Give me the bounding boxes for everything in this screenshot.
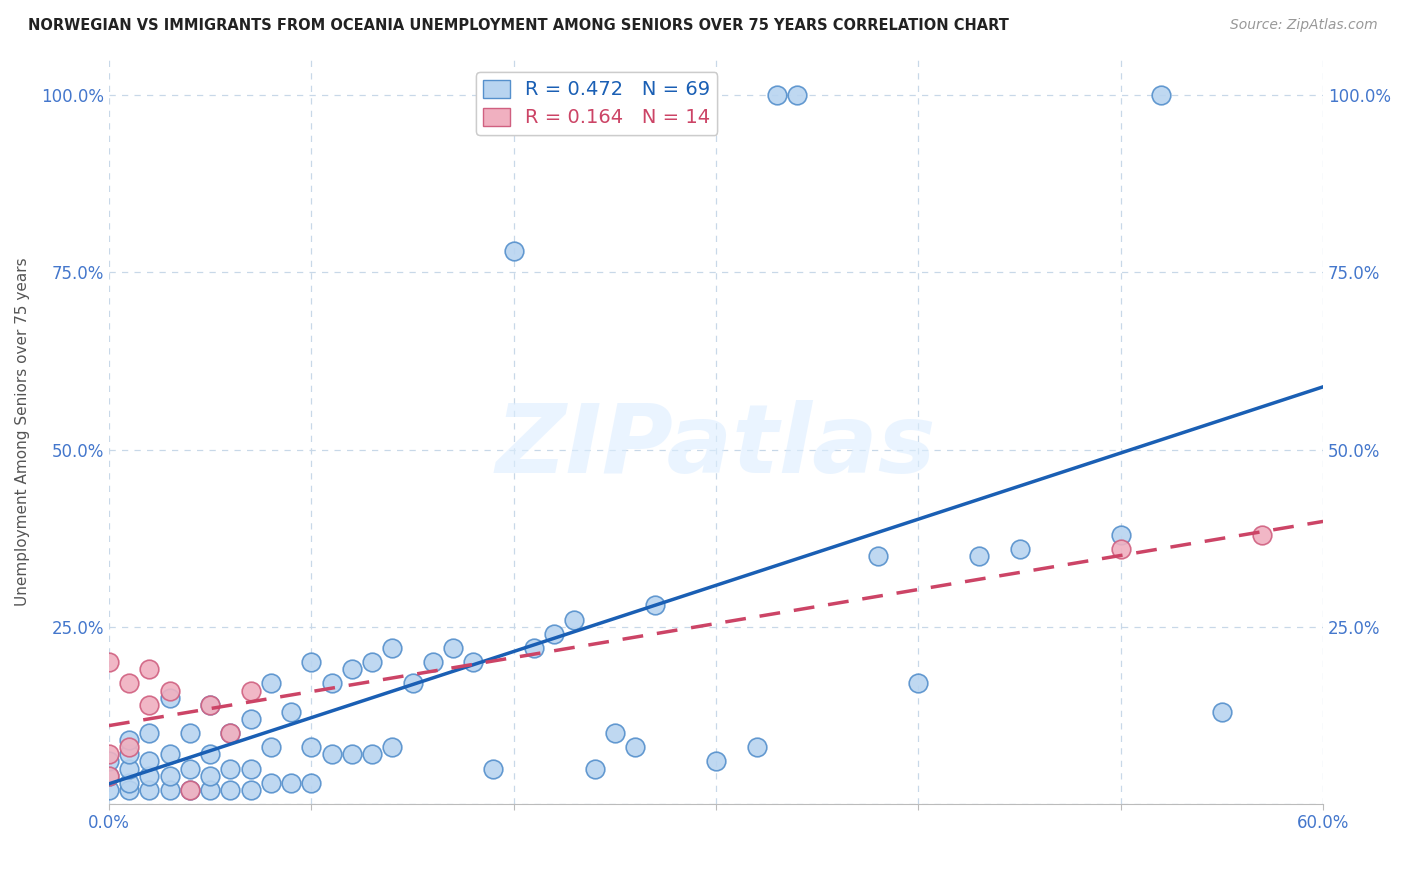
Point — [299, 775, 322, 789]
Point — [219, 762, 242, 776]
Point — [98, 655, 121, 669]
Point — [118, 782, 141, 797]
Point — [159, 747, 181, 762]
Y-axis label: Unemployment Among Seniors over 75 years: Unemployment Among Seniors over 75 years — [15, 258, 30, 606]
Point — [179, 782, 201, 797]
Point — [239, 683, 262, 698]
Point — [138, 726, 160, 740]
Point — [118, 747, 141, 762]
Point — [866, 549, 889, 563]
Point — [159, 683, 181, 698]
Point — [179, 782, 201, 797]
Point — [502, 244, 524, 258]
Point — [967, 549, 990, 563]
Point — [239, 712, 262, 726]
Point — [159, 769, 181, 783]
Point — [98, 769, 121, 783]
Point — [198, 698, 221, 712]
Point — [198, 698, 221, 712]
Point — [118, 676, 141, 690]
Point — [260, 775, 283, 789]
Point — [198, 769, 221, 783]
Text: ZIPatlas: ZIPatlas — [496, 401, 936, 493]
Point — [219, 726, 242, 740]
Point — [138, 662, 160, 676]
Point — [280, 705, 302, 719]
Point — [907, 676, 929, 690]
Text: Source: ZipAtlas.com: Source: ZipAtlas.com — [1230, 18, 1378, 32]
Point — [543, 627, 565, 641]
Point — [340, 662, 363, 676]
Point — [239, 762, 262, 776]
Point — [361, 655, 384, 669]
Point — [299, 740, 322, 755]
Point — [745, 740, 768, 755]
Point — [381, 640, 404, 655]
Point — [219, 726, 242, 740]
Point — [118, 733, 141, 747]
Point — [1251, 527, 1274, 541]
Point — [138, 698, 160, 712]
Point — [401, 676, 423, 690]
Point — [138, 769, 160, 783]
Point — [98, 747, 121, 762]
Point — [159, 690, 181, 705]
Point — [260, 740, 283, 755]
Point — [624, 740, 647, 755]
Point — [564, 613, 586, 627]
Point — [583, 762, 606, 776]
Point — [118, 775, 141, 789]
Point — [198, 782, 221, 797]
Text: NORWEGIAN VS IMMIGRANTS FROM OCEANIA UNEMPLOYMENT AMONG SENIORS OVER 75 YEARS CO: NORWEGIAN VS IMMIGRANTS FROM OCEANIA UNE… — [28, 18, 1010, 33]
Point — [98, 755, 121, 769]
Point — [1150, 88, 1173, 103]
Point — [159, 782, 181, 797]
Point — [786, 88, 808, 103]
Point — [441, 640, 464, 655]
Point — [239, 782, 262, 797]
Point — [340, 747, 363, 762]
Point — [299, 655, 322, 669]
Point — [198, 747, 221, 762]
Point — [704, 755, 727, 769]
Point — [1008, 541, 1031, 556]
Point — [1109, 527, 1132, 541]
Point — [361, 747, 384, 762]
Point — [260, 676, 283, 690]
Point — [138, 755, 160, 769]
Point — [644, 599, 666, 613]
Point — [463, 655, 485, 669]
Point — [1211, 705, 1233, 719]
Point — [482, 762, 505, 776]
Point — [219, 782, 242, 797]
Legend: R = 0.472   N = 69, R = 0.164   N = 14: R = 0.472 N = 69, R = 0.164 N = 14 — [477, 72, 717, 135]
Point — [179, 762, 201, 776]
Point — [1109, 541, 1132, 556]
Point — [280, 775, 302, 789]
Point — [321, 747, 343, 762]
Point — [118, 740, 141, 755]
Point — [98, 782, 121, 797]
Point — [422, 655, 444, 669]
Point — [603, 726, 626, 740]
Point — [138, 782, 160, 797]
Point — [98, 769, 121, 783]
Point — [321, 676, 343, 690]
Point — [523, 640, 546, 655]
Point — [118, 762, 141, 776]
Point — [179, 726, 201, 740]
Point — [765, 88, 787, 103]
Point — [381, 740, 404, 755]
